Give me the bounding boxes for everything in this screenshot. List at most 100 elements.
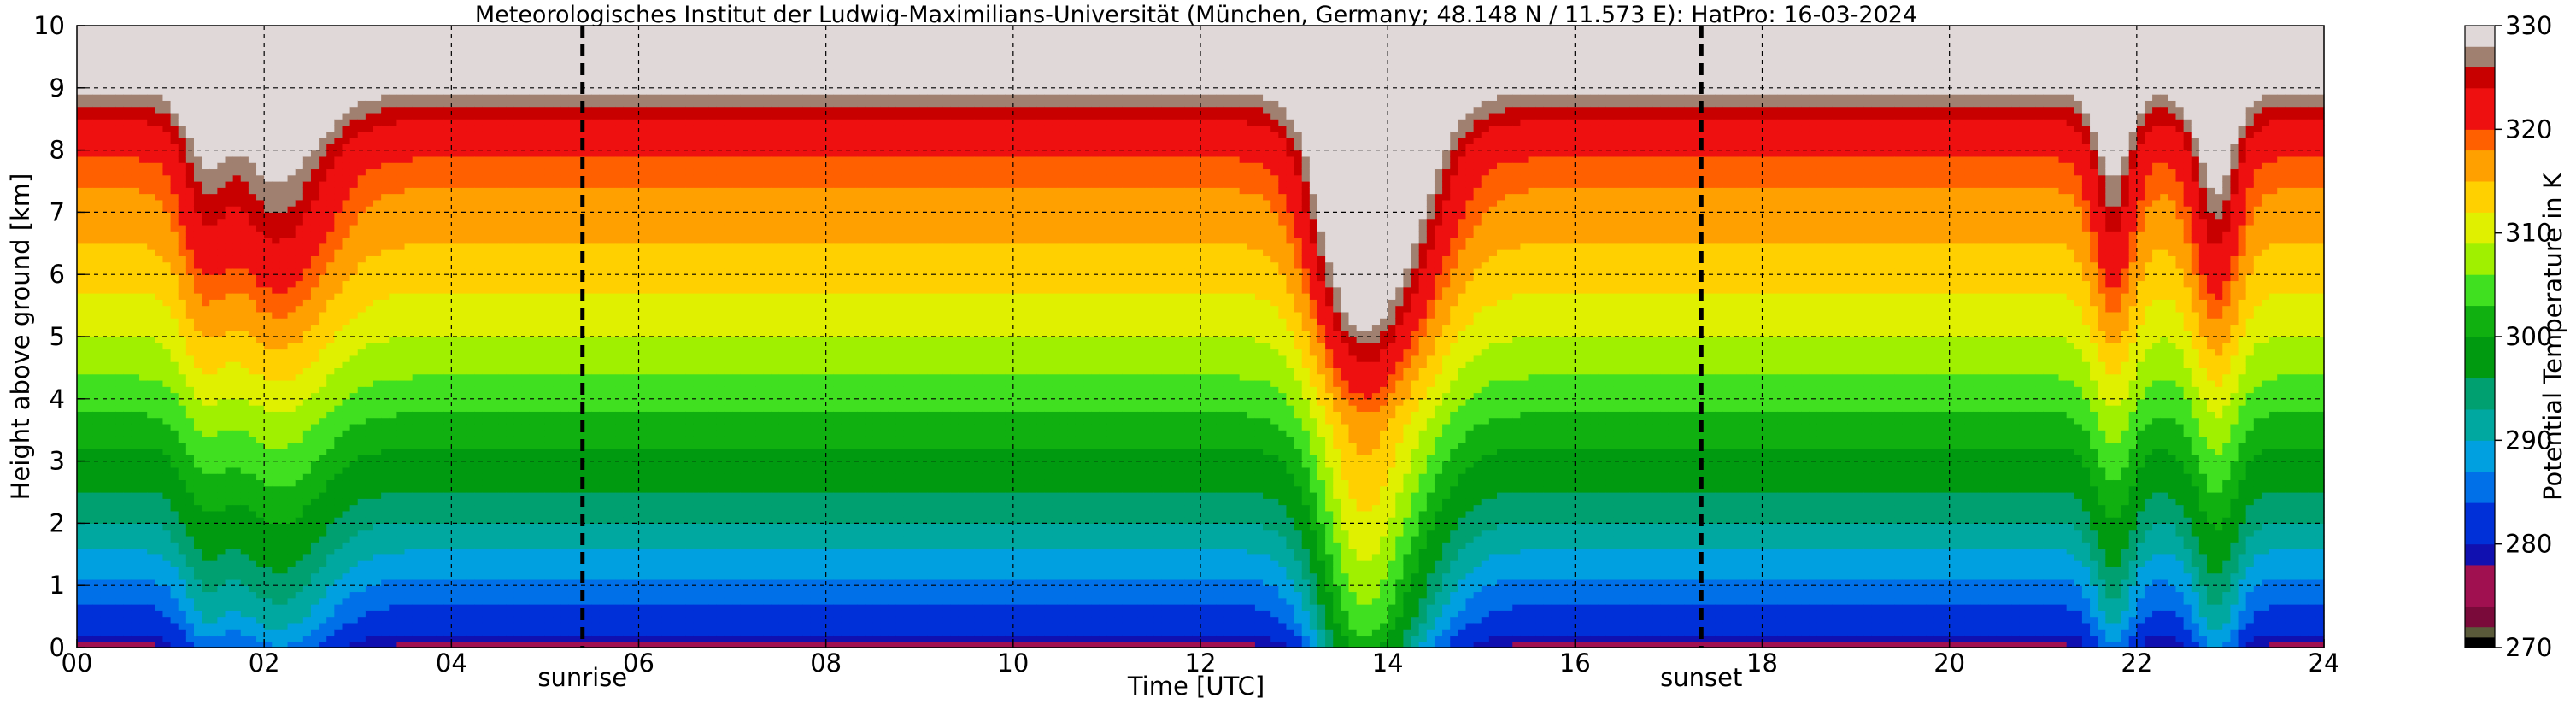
heatmap-cell <box>342 38 350 45</box>
heatmap-cell <box>381 262 390 269</box>
heatmap-cell <box>373 443 382 449</box>
heatmap-cell <box>155 430 163 437</box>
heatmap-cell <box>311 629 320 636</box>
heatmap-cell <box>139 467 148 474</box>
heatmap-cell <box>296 255 304 262</box>
heatmap-cell <box>279 312 288 319</box>
heatmap-cell <box>241 530 249 537</box>
heatmap-cell <box>272 467 280 474</box>
heatmap-cell <box>342 312 350 319</box>
heatmap-cell <box>358 405 367 412</box>
heatmap-cell <box>296 231 304 238</box>
heatmap-cell <box>241 255 249 262</box>
heatmap-cell <box>194 492 202 499</box>
heatmap-cell <box>350 280 359 287</box>
heatmap-cell <box>233 75 242 82</box>
heatmap-cell <box>381 598 390 605</box>
heatmap-cell <box>241 449 249 455</box>
heatmap-cell <box>209 511 218 518</box>
heatmap-cell <box>350 380 359 387</box>
heatmap-cell <box>233 367 242 374</box>
heatmap-cell <box>155 187 163 194</box>
heatmap-cell <box>233 138 242 144</box>
heatmap-cell <box>366 523 374 530</box>
heatmap-cell <box>373 511 382 518</box>
heatmap-cell <box>319 69 327 76</box>
heatmap-cell <box>303 374 312 381</box>
heatmap-cell <box>264 50 273 57</box>
heatmap-cell <box>132 343 140 349</box>
heatmap-cell <box>389 343 397 349</box>
heatmap-cell <box>139 343 148 349</box>
heatmap-cell <box>272 492 280 499</box>
heatmap-cell <box>194 324 202 331</box>
heatmap-cell <box>202 418 210 425</box>
heatmap-cell <box>209 299 218 306</box>
heatmap-cell <box>147 598 155 605</box>
heatmap-cell <box>171 280 179 287</box>
heatmap-cell <box>334 530 343 537</box>
heatmap-cell <box>124 69 132 76</box>
heatmap-cell <box>109 573 117 580</box>
heatmap-cell <box>209 399 218 406</box>
heatmap-cell <box>85 536 93 543</box>
heatmap-cell <box>381 361 390 368</box>
heatmap-cell <box>186 610 195 617</box>
heatmap-cell <box>272 566 280 573</box>
heatmap-cell <box>116 212 125 219</box>
heatmap-cell <box>334 255 343 262</box>
heatmap-cell <box>241 243 249 250</box>
heatmap-cell <box>147 629 155 636</box>
heatmap-cell <box>389 536 397 543</box>
heatmap-cell <box>249 63 257 70</box>
heatmap-cell <box>389 187 397 194</box>
heatmap-cell <box>147 623 155 630</box>
heatmap-cell <box>342 231 350 238</box>
heatmap-cell <box>358 69 367 76</box>
heatmap-cell <box>124 530 132 537</box>
heatmap-cell <box>373 399 382 406</box>
heatmap-cell <box>147 280 155 287</box>
heatmap-cell <box>100 473 109 480</box>
heatmap-cell <box>296 119 304 126</box>
heatmap-cell <box>233 337 242 343</box>
heatmap-cell <box>147 162 155 169</box>
heatmap-cell <box>381 635 390 642</box>
heatmap-cell <box>319 231 327 238</box>
heatmap-cell <box>233 443 242 449</box>
heatmap-cell <box>209 536 218 543</box>
heatmap-cell <box>171 386 179 393</box>
heatmap-cell <box>92 573 101 580</box>
heatmap-cell <box>334 231 343 238</box>
heatmap-cell <box>77 306 85 313</box>
heatmap-cell <box>358 511 367 518</box>
heatmap-cell <box>342 566 350 573</box>
heatmap-cell <box>396 585 405 592</box>
heatmap-cell <box>256 280 265 287</box>
heatmap-cell <box>311 287 320 294</box>
heatmap-cell <box>92 100 101 107</box>
heatmap-cell <box>139 617 148 624</box>
heatmap-cell <box>350 536 359 543</box>
heatmap-cell <box>241 405 249 412</box>
heatmap-cell <box>162 523 171 530</box>
heatmap-cell <box>109 380 117 387</box>
heatmap-cell <box>264 610 273 617</box>
heatmap-cell <box>296 243 304 250</box>
heatmap-cell <box>241 181 249 188</box>
heatmap-cell <box>366 349 374 356</box>
heatmap-cell <box>288 318 296 325</box>
heatmap-cell <box>209 505 218 512</box>
heatmap-cell <box>116 443 125 449</box>
heatmap-cell <box>381 560 390 567</box>
heatmap-cell <box>202 443 210 449</box>
heatmap-cell <box>389 411 397 418</box>
heatmap-cell <box>358 536 367 543</box>
heatmap-cell <box>209 56 218 63</box>
heatmap-cell <box>334 32 343 38</box>
heatmap-cell <box>171 262 179 269</box>
heatmap-cell <box>155 113 163 120</box>
heatmap-cell <box>194 113 202 120</box>
heatmap-cell <box>132 168 140 175</box>
heatmap-cell <box>366 238 374 244</box>
